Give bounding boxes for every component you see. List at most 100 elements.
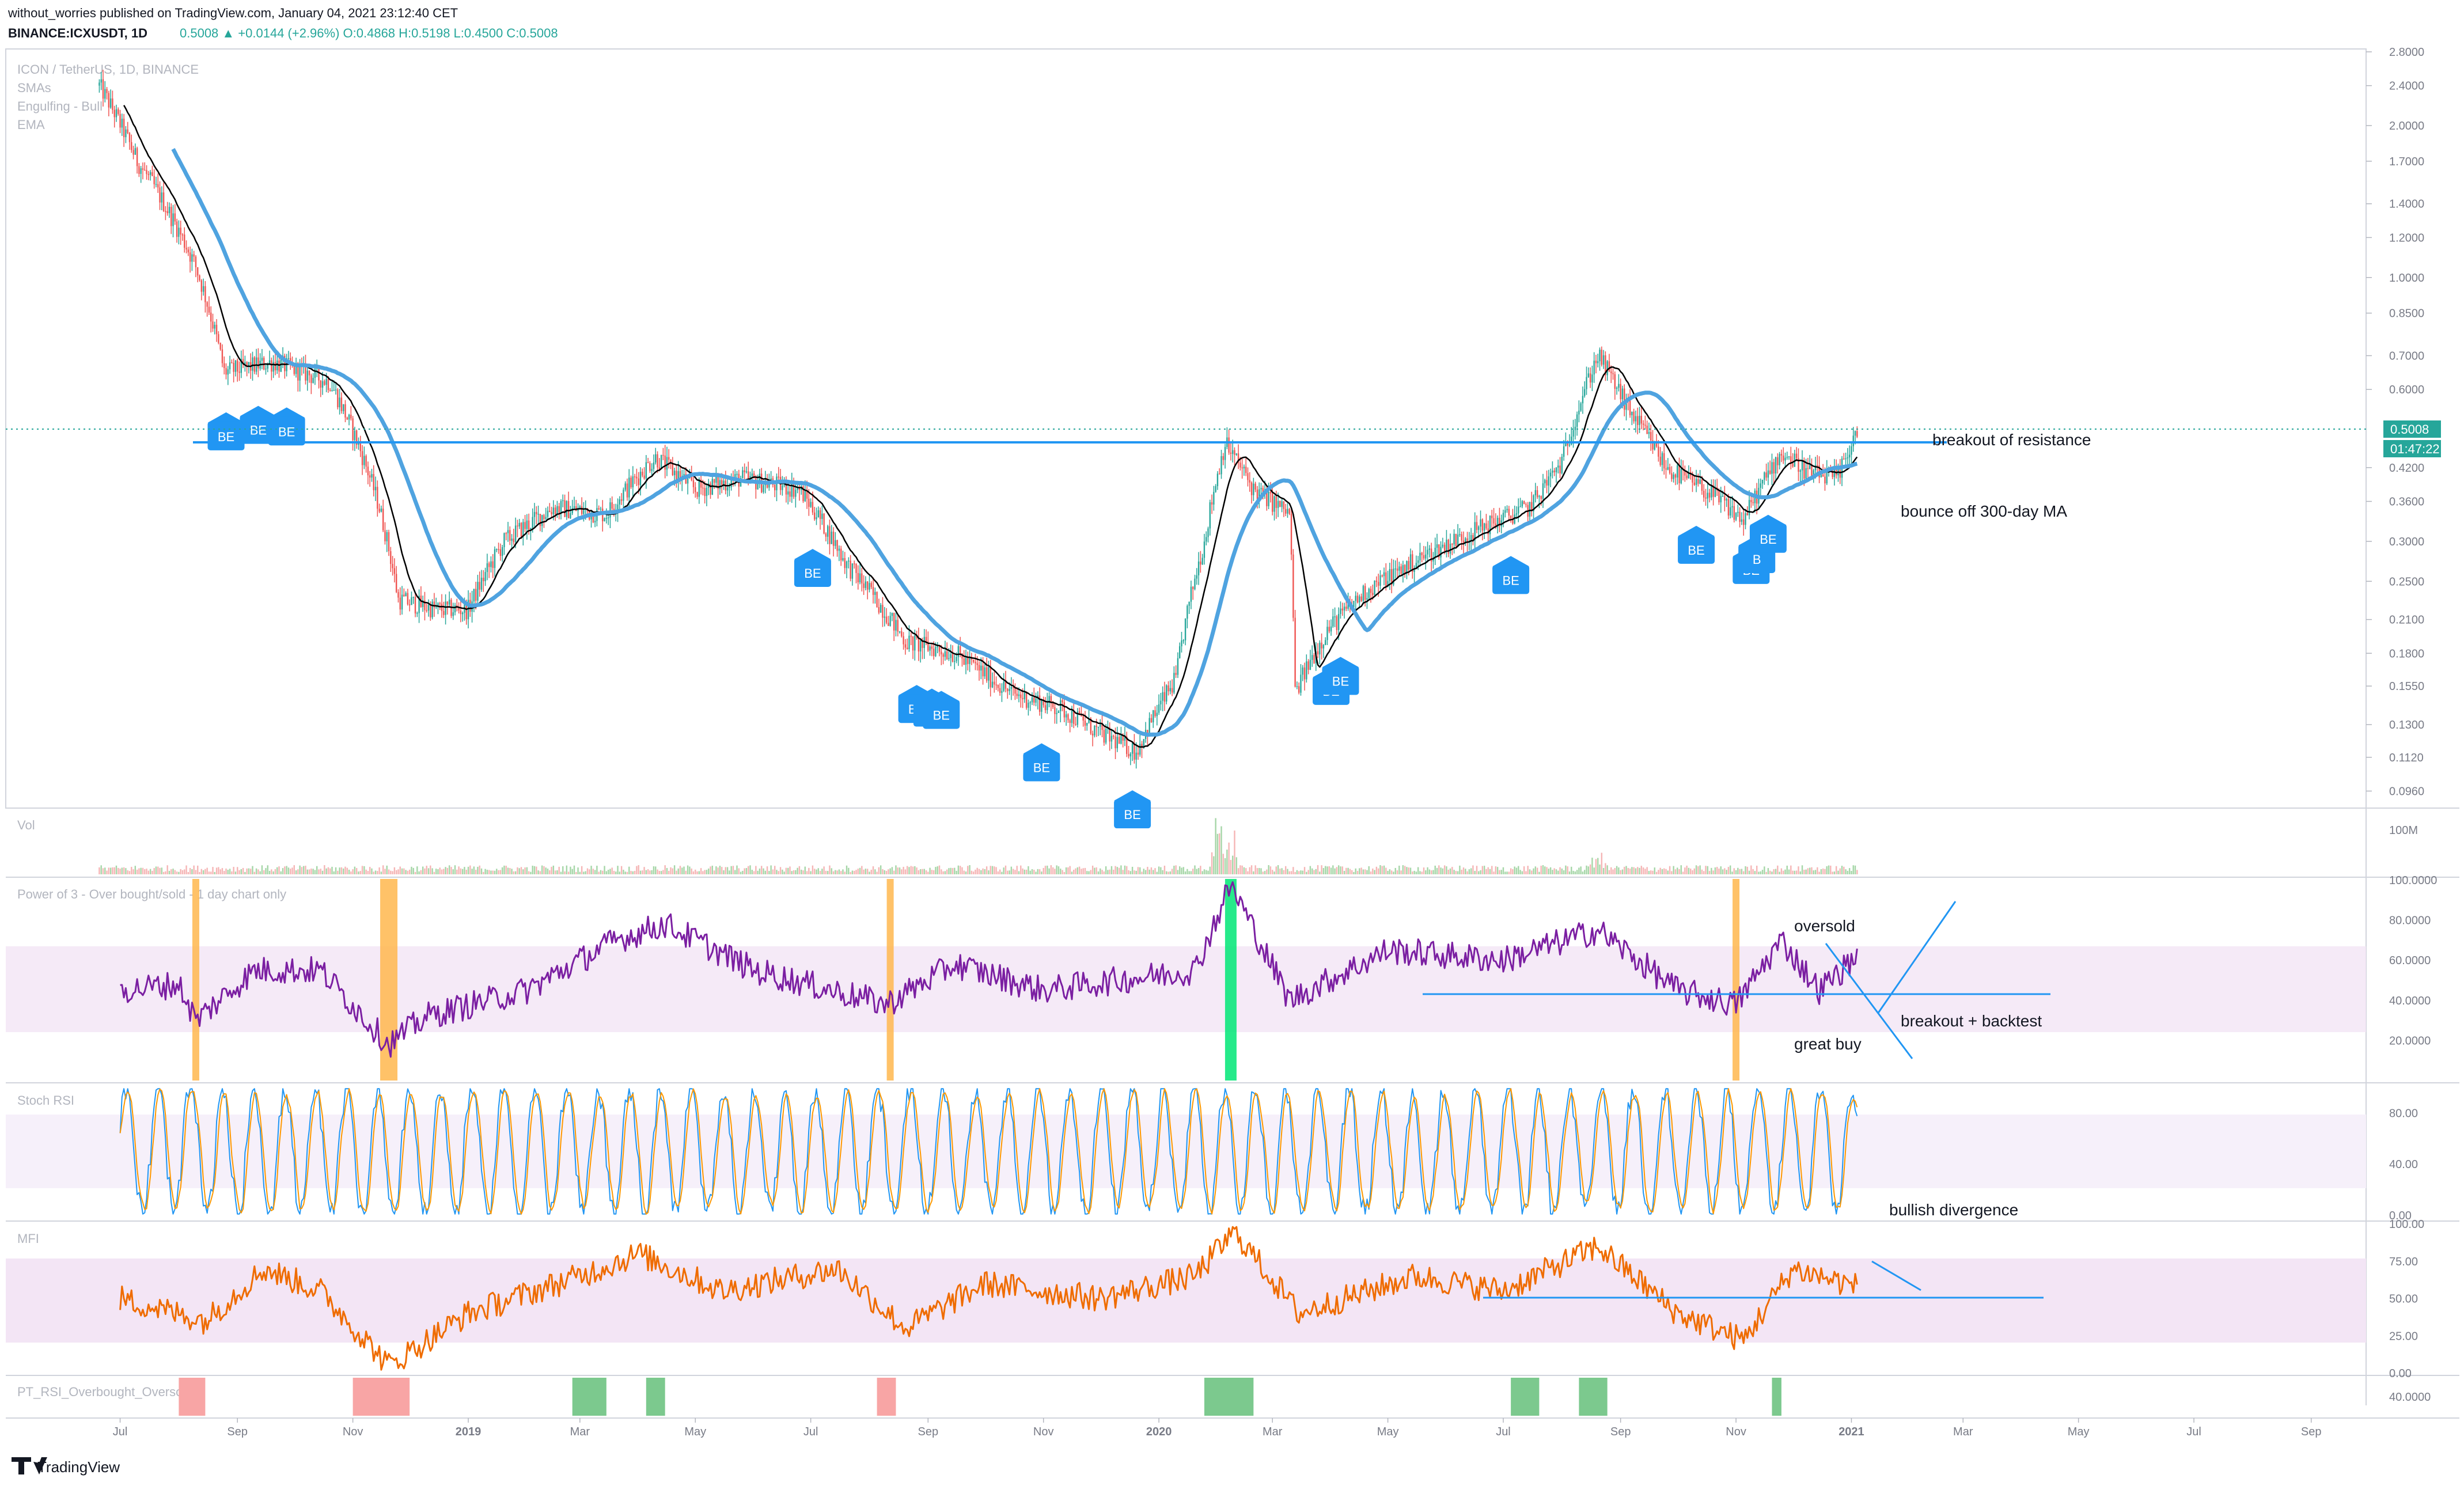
candle-body [227,369,229,375]
volume-bar [1673,866,1674,874]
candle-body [1760,483,1761,488]
symbol-label[interactable]: BINANCE:ICXUSDT, 1D [8,26,147,40]
volume-bar [100,865,102,874]
candle-body [884,616,885,618]
candle-body [547,510,549,517]
engulfing-marker[interactable]: BE [794,549,831,587]
volume-bar [257,869,259,874]
volume-bar [358,871,359,874]
candle-body [880,605,882,613]
candle-body [855,564,857,573]
volume-bar [450,867,452,874]
engulfing-marker[interactable]: BE [1678,525,1715,564]
candle-body [1173,673,1175,693]
volume-bar [942,871,944,874]
candle-body [181,234,184,236]
candle-body [142,168,144,170]
candle-body [1194,578,1196,589]
volume-bar [1028,866,1029,874]
volume-bar [1624,866,1625,874]
volume-bar [1192,869,1194,874]
volume-bar [1599,865,1601,874]
candle-body [1803,460,1805,479]
volume-bar [1094,867,1095,874]
engulfing-marker[interactable]: BE [207,412,245,450]
volume-bar [1430,870,1432,874]
volume-bar [276,867,278,874]
volume-bar [206,867,208,874]
volume-bar [215,867,218,874]
volume-bar [1097,871,1100,874]
volume-bar [666,867,668,874]
volume-bar [821,869,823,874]
candle-body [1421,552,1423,555]
candle-body [840,548,842,560]
volume-bar [931,870,933,874]
volume-bar [658,871,661,874]
volume-bar [199,871,200,874]
power3-downtrend-line[interactable] [1825,943,1913,1059]
engulfing-marker[interactable]: BE [1023,743,1060,782]
candle-body [1341,608,1343,611]
candle-body [1644,424,1646,426]
volume-bar [1705,866,1707,874]
candle-body [395,574,397,592]
power3-band [6,946,2366,1032]
volume-bar [191,869,193,874]
volume-bar [1510,868,1512,874]
candle-body [1515,513,1518,515]
candle-body [664,455,666,470]
candle-body [180,228,181,235]
candle-body [1143,739,1145,748]
volume-bar [1644,869,1646,874]
volume-bar [1377,868,1379,874]
volume-bar [223,871,225,874]
power3-line [120,881,1858,1058]
candle-body [1436,544,1438,548]
legend-symbol: ICON / TetherUS, 1D, BINANCE [17,62,199,77]
candle-body [1292,554,1294,618]
candle-body [119,113,121,128]
candle-body [908,635,910,650]
candle-body [642,472,643,476]
volume-bar [526,867,528,874]
candle-body [899,631,901,632]
engulfing-marker[interactable]: BE [240,405,277,444]
candle-body [1775,457,1777,474]
power3-uptrend-line[interactable] [1877,901,1957,1014]
candle-body [1625,399,1627,410]
volume-bar [1455,871,1457,874]
footer-brand[interactable]: TradingView [37,1458,120,1476]
volume-bar [984,869,986,874]
candle-body [1262,488,1264,494]
candle-body [367,467,369,476]
candle-body [549,510,551,512]
engulfing-marker[interactable]: BE [1749,514,1787,553]
candle-body [127,129,128,133]
candle-body [204,286,206,302]
engulfing-marker[interactable]: BE [1322,657,1359,695]
mfi-downtrend-line[interactable] [1871,1260,1921,1291]
engulfing-marker[interactable]: BE [268,407,305,446]
candle-body [123,118,125,138]
candle-body [551,511,552,514]
candle-body [1580,403,1582,411]
candle-body [795,490,797,497]
tradingview-logo-icon[interactable] [12,1457,47,1474]
engulfing-marker[interactable]: BE [923,691,960,729]
candle-body [373,474,374,491]
candle-body [1387,581,1389,587]
volume-bar [532,866,533,874]
candle-body [1097,726,1100,728]
volume-bar [181,870,184,874]
publisher-line: without_worries published on TradingView… [7,6,458,20]
volume-bar [882,869,884,874]
candle-body [600,509,602,510]
engulfing-marker[interactable]: BE [1492,556,1530,594]
candle-body [647,462,649,463]
engulfing-marker[interactable]: BE [1114,790,1151,829]
volume-bar [1567,866,1568,874]
volume-bar [271,869,272,874]
volume-bar [889,868,891,874]
volume-bar [1069,866,1071,874]
